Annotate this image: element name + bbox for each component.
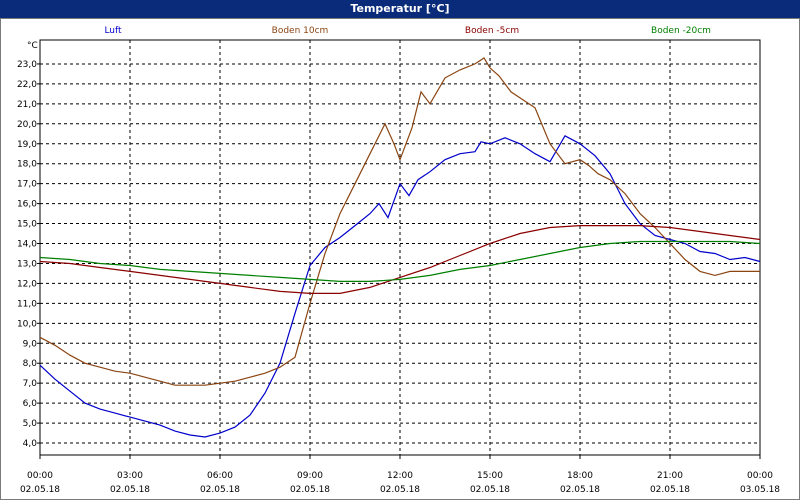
x-tick-time: 12:00	[387, 471, 413, 481]
y-tick-label: 6,0	[23, 399, 38, 409]
x-tick-time: 00:00	[27, 471, 53, 481]
y-tick-label: 19,0	[17, 140, 37, 150]
x-tick-date: 02.05.18	[200, 485, 240, 495]
y-tick-label: 22,0	[17, 80, 37, 90]
y-tick-label: 12,0	[17, 279, 37, 289]
y-tick-label: 16,0	[17, 200, 37, 210]
series-line	[39, 225, 761, 294]
series-line	[39, 134, 761, 438]
legend-item: Luft	[104, 26, 122, 36]
x-tick-date: 02.05.18	[650, 485, 690, 495]
x-tick-time: 21:00	[657, 471, 683, 481]
x-tick-time: 18:00	[567, 471, 593, 481]
x-tick-date: 02.05.18	[560, 485, 600, 495]
legend-item: Boden -5cm	[465, 26, 519, 36]
y-tick-label: 5,0	[23, 419, 38, 429]
x-tick-date: 03.05.18	[740, 485, 780, 495]
x-tick-time: 06:00	[207, 471, 233, 481]
y-tick-label: 11,0	[17, 299, 37, 309]
x-tick-date: 02.05.18	[470, 485, 510, 495]
grid	[40, 40, 760, 455]
y-tick-label: 13,0	[17, 259, 37, 269]
x-tick-time: 09:00	[297, 471, 323, 481]
y-tick-label: 7,0	[23, 379, 38, 389]
x-tick-time: 03:00	[117, 471, 143, 481]
x-tick-date: 02.05.18	[20, 485, 60, 495]
y-tick-label: 23,0	[17, 60, 37, 70]
y-axis-unit: °C	[27, 41, 38, 51]
legend-item: Boden 10cm	[272, 26, 329, 36]
x-tick-date: 02.05.18	[380, 485, 420, 495]
y-tick-label: 20,0	[17, 120, 37, 130]
window-title: Temperatur [°C]	[0, 0, 800, 18]
plot-area	[39, 39, 761, 456]
y-tick-label: 10,0	[17, 319, 37, 329]
x-tick-time: 15:00	[477, 471, 503, 481]
y-tick-label: 21,0	[17, 100, 37, 110]
x-tick-date: 02.05.18	[110, 485, 150, 495]
x-axis: 00:00 02.05.18 03:00 02.05.18 06:00 02.05.18 0…	[20, 455, 780, 495]
y-tick-label: 17,0	[17, 180, 37, 190]
y-tick-label: 15,0	[17, 220, 37, 230]
series-lines	[39, 57, 761, 438]
x-tick-date: 02.05.18	[290, 485, 330, 495]
y-axis: °C 4,0 5,0 6,0 7,0 8,0 9,0 10,0 11,0 12,0 13,0 14,…	[17, 41, 40, 449]
y-tick-label: 4,0	[23, 439, 38, 449]
y-tick-label: 14,0	[17, 240, 37, 250]
y-tick-label: 9,0	[23, 339, 38, 349]
y-tick-label: 8,0	[23, 359, 38, 369]
x-tick-time: 00:00	[747, 471, 773, 481]
y-tick-label: 18,0	[17, 160, 37, 170]
legend: Luft Boden 10cm Boden -5cm Boden -20cm	[104, 26, 711, 36]
legend-item: Boden -20cm	[651, 26, 711, 36]
series-line	[39, 240, 761, 282]
series-line	[39, 57, 760, 386]
